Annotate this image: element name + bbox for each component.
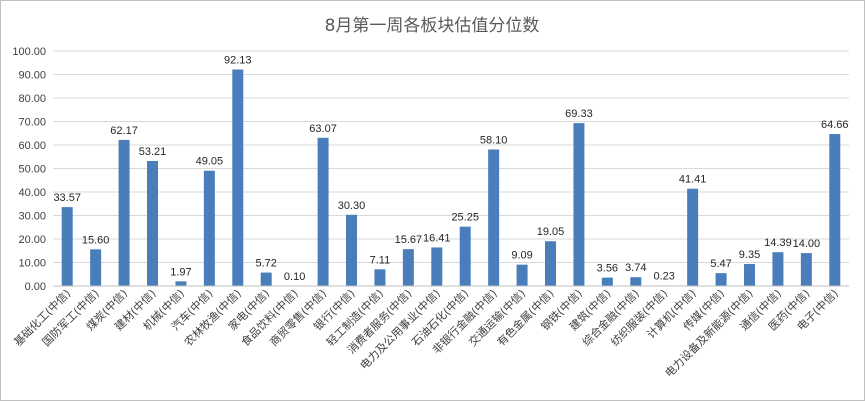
bars (61, 69, 841, 287)
bar (744, 264, 755, 286)
data-label: 15.67 (395, 234, 423, 246)
bar (402, 249, 414, 286)
bar (459, 226, 471, 286)
bar (601, 277, 613, 286)
data-label: 14.39 (764, 237, 792, 249)
y-tick-label: 30.00 (18, 211, 46, 223)
y-tick-label: 40.00 (18, 187, 46, 199)
bar (317, 137, 329, 286)
bar (203, 170, 215, 286)
data-label: 1.97 (170, 266, 191, 278)
data-label: 15.60 (82, 234, 110, 246)
y-axis-ticks: 0.00 10.00 20.00 30.00 40.00 50.00 60.00 70.00 8… (12, 46, 46, 293)
bar (90, 249, 102, 286)
bar (630, 277, 642, 286)
bar (687, 188, 699, 286)
bar (374, 269, 386, 286)
data-label: 9.35 (739, 249, 760, 261)
bar (260, 272, 272, 286)
data-label: 62.17 (110, 125, 138, 137)
data-label: 0.23 (654, 270, 675, 282)
bar (829, 134, 841, 286)
bar (772, 252, 784, 286)
data-label: 7.11 (370, 254, 391, 266)
data-label: 9.09 (511, 250, 532, 262)
y-tick-label: 10.00 (18, 258, 46, 270)
data-label: 5.47 (710, 258, 731, 270)
y-tick-label: 60.00 (18, 140, 46, 152)
data-label: 30.30 (338, 200, 366, 212)
bar (573, 123, 585, 287)
data-label: 69.33 (565, 108, 593, 120)
data-label: 58.10 (480, 134, 508, 146)
bar (61, 207, 73, 286)
bar (516, 264, 528, 286)
data-label: 64.66 (821, 119, 849, 131)
y-tick-label: 80.00 (18, 93, 46, 105)
y-tick-label: 0.00 (25, 281, 46, 293)
bar (232, 69, 244, 286)
bar (175, 281, 187, 286)
data-label: 49.05 (196, 156, 224, 168)
data-label: 19.05 (537, 226, 565, 238)
data-label: 0.10 (284, 271, 305, 283)
y-tick-label: 100.00 (12, 46, 46, 58)
data-label: 41.41 (679, 174, 707, 186)
data-label: 16.41 (423, 232, 451, 244)
bar (118, 139, 130, 286)
data-label: 63.07 (309, 123, 337, 135)
data-label: 25.25 (451, 212, 479, 224)
data-label: 3.56 (597, 263, 618, 275)
y-tick-label: 20.00 (18, 234, 46, 246)
x-axis-ticks: 基础化工(中信)国防军工(中信)煤炭(中信)建材(中信)机械(中信)汽车(中信)… (11, 286, 841, 380)
chart-title: 8月第一周各板块估值分位数 (325, 16, 540, 36)
data-label: 3.74 (625, 262, 646, 274)
bar (800, 253, 812, 286)
bar (715, 273, 727, 286)
bar (346, 214, 357, 286)
gridlines (53, 50, 849, 263)
y-tick-label: 50.00 (18, 164, 46, 176)
bar (488, 149, 500, 286)
data-label: 5.72 (256, 258, 277, 270)
data-label: 53.21 (139, 146, 167, 158)
data-label: 33.57 (53, 192, 81, 204)
data-label: 14.00 (793, 238, 821, 250)
bar (147, 160, 158, 286)
y-tick-label: 70.00 (18, 117, 46, 129)
data-label: 92.13 (224, 54, 252, 66)
bar (431, 247, 443, 286)
bar (545, 241, 556, 286)
y-tick-label: 90.00 (18, 70, 46, 82)
